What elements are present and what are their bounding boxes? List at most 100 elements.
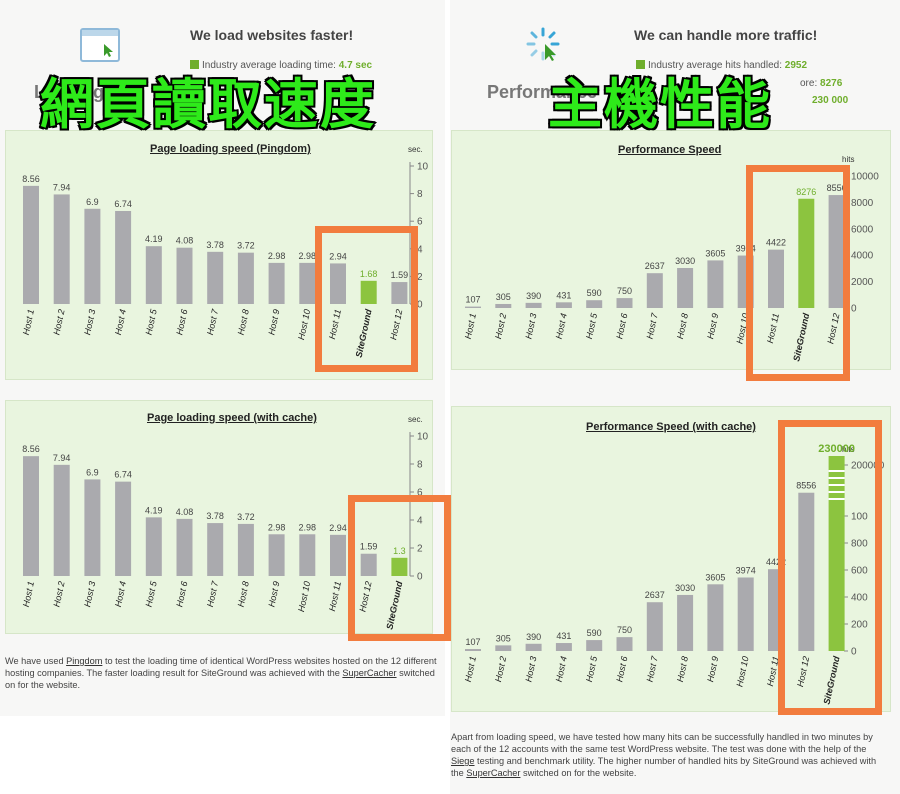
data-label: 3974 — [736, 565, 756, 575]
bar-5 — [145, 517, 162, 576]
chart-1-svg: sec. 0 2 4 6 8 10 8.56 Host 1 7.94 Host 2 6.9 Host 3… — [21, 145, 429, 358]
data-label: 8.56 — [22, 444, 40, 454]
left-section-heading: Loading S — [34, 82, 121, 102]
right-description: Apart from loading speed, we have tested… — [451, 732, 877, 778]
data-label: 4.19 — [145, 505, 163, 515]
highlight-box-4 — [778, 420, 882, 715]
right-subtitle: Industry average hits handled: 2952 — [636, 60, 836, 71]
bar-9 — [268, 534, 285, 576]
data-label: 2.94 — [329, 523, 347, 533]
bar-1 — [23, 185, 39, 304]
data-label: 590 — [587, 288, 602, 298]
supercacher-link-left[interactable]: SuperCacher — [342, 668, 397, 678]
chart-4-title: Performance Speed (with cache) — [586, 421, 756, 433]
category-label: Host 4 — [113, 308, 128, 336]
chart-3-title: Performance Speed — [618, 144, 722, 156]
bar-7 — [646, 273, 663, 308]
category-label: Host 3 — [82, 308, 97, 336]
bar-11 — [330, 534, 346, 576]
right-heading: We can handle more traffic! — [634, 27, 818, 43]
category-label: Host 11 — [327, 580, 343, 612]
y-tick-label: 10 — [417, 432, 429, 443]
data-label: 6.9 — [86, 197, 99, 207]
category-label: Host 7 — [205, 307, 220, 335]
category-label: Host 1 — [21, 580, 36, 608]
data-label: 8276 — [796, 187, 816, 197]
data-label: 431 — [556, 631, 571, 641]
bar-13 — [391, 557, 408, 576]
data-label: 4.19 — [145, 234, 163, 244]
bar-8 — [237, 523, 254, 576]
bar-6 — [176, 247, 193, 304]
category-label: Host 7 — [205, 579, 220, 607]
data-label: 3030 — [675, 256, 695, 266]
bar-9 — [268, 262, 285, 304]
axis-break-stripe — [828, 484, 845, 486]
category-label: Host 3 — [82, 580, 97, 608]
chart-4-svg: hits 0 200 400 600 800 100 200000 107 Host 1 305 Ho… — [463, 443, 885, 705]
highlight-box-1 — [315, 226, 418, 372]
y-tick-label: 4000 — [851, 251, 874, 262]
data-label: 750 — [617, 286, 632, 296]
data-label: 8556 — [827, 183, 847, 193]
axis-break-stripe — [828, 477, 845, 479]
bar-3 — [84, 479, 101, 576]
data-label: 4.08 — [176, 236, 194, 246]
bar-8 — [677, 594, 694, 651]
bar-12 — [798, 492, 815, 651]
y-axis-unit-label: hits — [842, 445, 854, 454]
category-label: Host 2 — [493, 655, 508, 683]
category-label: Host 2 — [51, 580, 66, 608]
data-label: 3.78 — [206, 511, 224, 521]
bar-4 — [555, 643, 572, 651]
bar-4 — [115, 481, 132, 576]
bar-7 — [207, 251, 224, 304]
data-label: 590 — [587, 628, 602, 638]
data-label: 7.94 — [53, 182, 71, 192]
data-label: 3.72 — [237, 512, 255, 522]
category-label: Host 5 — [584, 311, 599, 339]
bar-10 — [737, 577, 754, 651]
y-tick-label: 8 — [417, 460, 423, 471]
category-label: Host 10 — [296, 580, 312, 612]
bar-8 — [237, 252, 254, 304]
category-label: Host 6 — [174, 308, 189, 336]
siege-link[interactable]: Siege — [451, 756, 475, 766]
pingdom-link[interactable]: Pingdom — [66, 656, 103, 666]
chart-2-svg: sec. 0 2 4 6 8 10 8.56 Host 1 7.94 Host 2 6.9 Host 3… — [21, 415, 429, 630]
chart-panel-4 — [451, 406, 891, 712]
y-tick-label: 6000 — [851, 224, 874, 235]
y-tick-label: 4 — [417, 244, 423, 255]
data-label: 3974 — [736, 244, 756, 254]
data-label: 2637 — [645, 261, 665, 271]
bar-5 — [586, 300, 603, 308]
category-label: Host 10 — [734, 655, 750, 687]
data-label: 4422 — [766, 557, 786, 567]
category-label: Host 4 — [554, 655, 569, 683]
supercacher-link-right[interactable]: SuperCacher — [466, 768, 521, 778]
y-tick-label: 6 — [417, 217, 423, 228]
category-label: Host 1 — [463, 655, 478, 683]
bar-13 — [828, 195, 845, 308]
category-label: Host 3 — [523, 312, 538, 340]
data-label: 390 — [526, 632, 541, 642]
bar-6 — [616, 298, 633, 308]
data-label: 6.9 — [86, 467, 99, 477]
right-subtitle-3: 230 000 — [812, 95, 849, 106]
bar-5 — [586, 640, 603, 651]
chart-1-title: Page loading speed (Pingdom) — [150, 143, 311, 155]
data-label: 7.94 — [53, 453, 71, 463]
y-tick-label: 0 — [417, 572, 423, 583]
bar-11 — [330, 263, 346, 304]
category-label: Host 6 — [174, 580, 189, 608]
bar-12 — [360, 280, 377, 304]
bar-4 — [115, 210, 132, 304]
highlight-box-3 — [746, 165, 850, 381]
data-label: 4422 — [766, 238, 786, 248]
data-label: 2.98 — [268, 522, 286, 532]
right-section-heading: Performance — [487, 82, 598, 102]
category-label: Host 8 — [675, 312, 690, 340]
data-label: 3030 — [675, 583, 695, 593]
right-subtitle-2: ore: 8276 — [800, 78, 843, 89]
y-tick-label: 8 — [417, 189, 423, 200]
